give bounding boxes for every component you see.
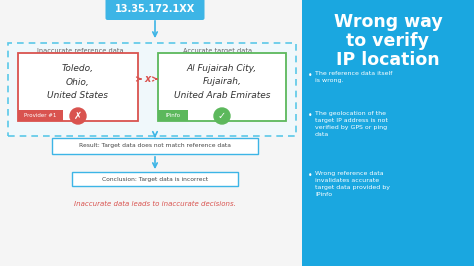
Text: •: • — [308, 111, 312, 120]
Text: IP location: IP location — [336, 51, 440, 69]
Text: Inaccurate data leads to inaccurate decisions.: Inaccurate data leads to inaccurate deci… — [74, 201, 236, 207]
Circle shape — [70, 108, 86, 124]
Circle shape — [214, 108, 230, 124]
Text: IPinfo: IPinfo — [165, 113, 181, 118]
FancyBboxPatch shape — [8, 43, 296, 136]
FancyBboxPatch shape — [18, 110, 63, 121]
Text: to verify: to verify — [346, 32, 429, 50]
Text: Wrong way: Wrong way — [334, 13, 442, 31]
Text: Result: Target data does not match reference data: Result: Target data does not match refer… — [79, 143, 231, 148]
Text: Toledo,
Ohio,
United States: Toledo, Ohio, United States — [47, 64, 109, 100]
FancyBboxPatch shape — [106, 0, 204, 20]
Text: Accurate target data: Accurate target data — [183, 48, 253, 54]
Text: •: • — [308, 171, 312, 180]
FancyBboxPatch shape — [158, 53, 286, 121]
Text: Conclusion: Target data is incorrect: Conclusion: Target data is incorrect — [102, 177, 208, 181]
Text: Inaccurate reference data: Inaccurate reference data — [36, 48, 123, 54]
Text: x: x — [145, 74, 151, 84]
FancyBboxPatch shape — [18, 53, 138, 121]
Text: Al Fujairah City,
Fujairah,
United Arab Emirates: Al Fujairah City, Fujairah, United Arab … — [174, 64, 270, 100]
Text: The reference data itself
is wrong.: The reference data itself is wrong. — [315, 71, 392, 83]
FancyBboxPatch shape — [72, 172, 238, 186]
FancyBboxPatch shape — [158, 110, 188, 121]
Text: 13.35.172.1XX: 13.35.172.1XX — [115, 4, 195, 14]
Text: ✗: ✗ — [74, 111, 82, 121]
Text: Provider #1: Provider #1 — [24, 113, 57, 118]
Polygon shape — [302, 0, 474, 266]
FancyBboxPatch shape — [52, 138, 258, 154]
Text: The geolocation of the
target IP address is not
verified by GPS or ping
data: The geolocation of the target IP address… — [315, 111, 388, 137]
Text: ✓: ✓ — [218, 111, 226, 121]
Text: Wrong reference data
invalidates accurate
target data provided by
IPinfo: Wrong reference data invalidates accurat… — [315, 171, 390, 197]
Text: •: • — [308, 71, 312, 80]
